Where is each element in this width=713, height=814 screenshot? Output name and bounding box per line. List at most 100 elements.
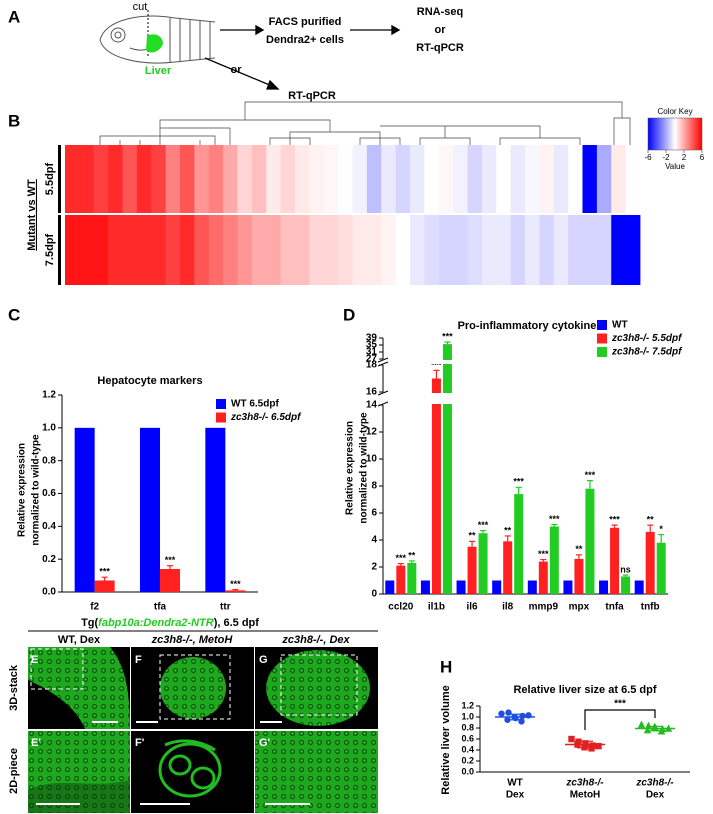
heatmap-cell	[611, 215, 627, 285]
y-axis-label: normalized to wild-type	[359, 412, 370, 524]
micrograph	[255, 731, 378, 813]
heatmap-cell	[395, 215, 411, 285]
row-bracket	[58, 215, 61, 285]
x-tick-label: tnfb	[641, 602, 660, 613]
y-axis-label: Relative liver volume	[440, 685, 452, 794]
bar	[431, 378, 441, 594]
heatmap-cell	[453, 145, 468, 213]
x-tick-label: il1b	[428, 602, 445, 613]
step-text: RT-qPCR	[416, 42, 464, 54]
significance: ***	[230, 579, 241, 589]
color-key-tick: -2	[662, 153, 670, 162]
x-tick-label: il6	[467, 602, 479, 613]
bar	[140, 427, 160, 592]
dendrogram	[99, 101, 631, 145]
heatmap-cell	[151, 145, 167, 213]
row-label: 7.5dpf	[44, 233, 56, 266]
y-tick-label: 27	[366, 354, 378, 365]
liver-shape	[146, 34, 163, 53]
y-tick-label: 0.0	[461, 766, 474, 776]
heatmap-cell	[295, 215, 310, 285]
color-key-tick: -6	[644, 153, 652, 162]
step-text: or	[435, 24, 447, 36]
y-tick-label: 1.2	[461, 700, 474, 710]
bar	[225, 590, 246, 592]
heatmap-cell	[208, 145, 224, 213]
y-tick-label: 16	[366, 387, 378, 398]
heatmap-cell	[165, 215, 181, 285]
legend-label: WT 6.5dpf	[231, 399, 279, 410]
header-part: Tg(	[81, 617, 98, 629]
significance: ***	[396, 553, 407, 563]
heatmap-cell	[280, 215, 296, 285]
chart-title: Pro-inflammatory cytokines	[458, 320, 603, 332]
step-text: RNA-seq	[417, 6, 463, 18]
heatmap-cell	[539, 145, 555, 213]
color-key-tick: 6	[700, 153, 705, 162]
row-label: 2D-piece	[8, 748, 20, 794]
y-tick-label: 4	[371, 535, 377, 546]
x-tick-label: ttr	[220, 602, 231, 613]
significance: ***	[442, 331, 453, 341]
data-point	[568, 735, 575, 743]
heatmap-cell	[424, 215, 440, 285]
arrows	[204, 24, 401, 90]
heatmap-cell	[481, 145, 497, 213]
significance: ***	[585, 470, 596, 480]
heatmap-cell	[395, 145, 411, 213]
y-tick-label: 14	[366, 400, 378, 411]
color-key-tick: 2	[682, 153, 687, 162]
bar	[456, 580, 466, 594]
significance: ***	[431, 360, 442, 370]
significance: ***	[609, 515, 620, 525]
heatmap-cell	[266, 215, 282, 285]
heatmap-cell	[596, 145, 612, 213]
panel-label: G'	[259, 737, 271, 749]
legend-swatch	[597, 333, 607, 344]
heatmap-cell	[208, 215, 224, 285]
bar	[645, 531, 655, 594]
heatmap-cell	[309, 215, 325, 285]
heatmap-cell	[338, 145, 353, 213]
panel-label: D	[343, 305, 355, 324]
y-axis-label: Relative expression	[345, 421, 356, 515]
significance-bracket	[584, 709, 656, 730]
heatmap-cell	[525, 215, 540, 285]
micrograph	[131, 731, 254, 813]
heatmap-cell	[338, 215, 353, 285]
y-tick-label: 31	[366, 347, 378, 358]
header-part: ), 6.5 dpf	[214, 617, 260, 629]
header-part: fabp10a:Dendra2-NTR	[98, 617, 214, 629]
data-point	[498, 710, 505, 717]
axis-break	[377, 360, 692, 364]
heatmap-cell	[568, 145, 583, 213]
bar	[407, 562, 417, 594]
break-mark	[377, 401, 389, 407]
panel-label: A	[8, 7, 20, 26]
y-tick-label: 0.2	[42, 554, 56, 565]
heatmap-cell	[553, 215, 569, 285]
heatmap-cell	[180, 215, 195, 285]
heatmap-cell	[79, 215, 95, 285]
panel-label: C	[8, 305, 20, 324]
heatmap-cell	[136, 215, 152, 285]
micrograph	[28, 731, 130, 813]
or-text: or	[231, 64, 243, 76]
significance: **	[504, 525, 512, 535]
heatmap-cell	[93, 145, 109, 213]
heatmap-cell	[237, 145, 253, 213]
heatmap-cell	[323, 215, 339, 285]
heatmap-cell	[251, 215, 267, 285]
heatmap-cell	[453, 215, 468, 285]
heatmap-cell	[467, 215, 483, 285]
heatmap-cell	[165, 145, 181, 213]
y-tick-label: 0	[371, 589, 377, 600]
x-tick-label: MetoH	[570, 790, 601, 801]
legend-swatch	[216, 412, 226, 423]
x-tick-label: mpx	[569, 602, 590, 613]
significance: ***	[549, 514, 560, 524]
heatmap-cell	[108, 145, 123, 213]
panel-label: F'	[135, 737, 145, 749]
significance: **	[647, 515, 655, 525]
liver-label: Liver	[145, 65, 172, 77]
